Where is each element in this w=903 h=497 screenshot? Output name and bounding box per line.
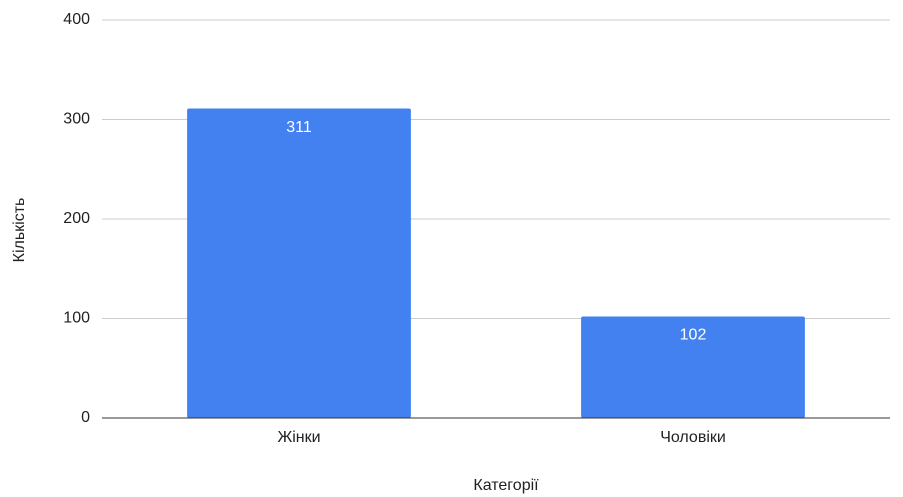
data-label: 311	[286, 119, 312, 136]
bar	[581, 316, 805, 418]
y-tick-label: 100	[63, 310, 90, 327]
x-tick-label: Жінки	[277, 429, 320, 446]
data-label: 102	[680, 327, 707, 344]
y-tick-label: 0	[81, 409, 90, 426]
bar	[187, 108, 411, 419]
y-axis-label: Кількість	[11, 198, 28, 263]
y-tick-label: 300	[63, 111, 90, 128]
x-axis-label: Категорії	[473, 477, 539, 494]
y-tick-label: 400	[63, 11, 90, 28]
x-tick-label: Чоловіки	[660, 429, 726, 446]
y-tick-label: 200	[63, 210, 90, 227]
